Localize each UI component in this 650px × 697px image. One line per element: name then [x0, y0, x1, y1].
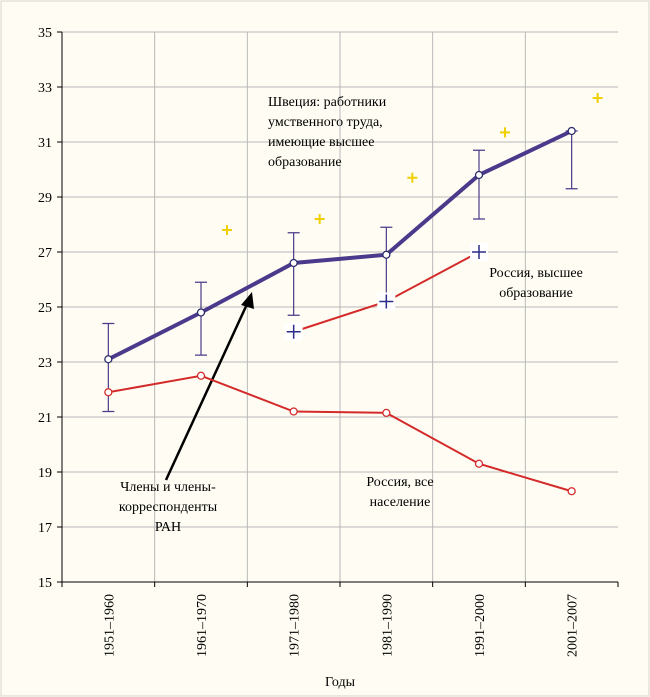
x-tick-label: 1981–1990 [380, 594, 395, 657]
annotation: население [370, 495, 431, 510]
annotation: Члены и члены- [120, 480, 216, 495]
marker [104, 355, 113, 364]
x-tick-label: 1971–1980 [288, 594, 303, 657]
annotation: Швеция: работники [268, 95, 387, 110]
marker [474, 459, 484, 468]
marker [500, 127, 510, 138]
annotation: РАН [155, 520, 181, 535]
x-tick-label: 1951–1960 [102, 594, 117, 657]
y-tick-label: 25 [38, 301, 52, 316]
marker [289, 258, 298, 268]
annotation: образование [499, 286, 573, 301]
error-bar [473, 149, 485, 220]
marker [407, 172, 418, 183]
arrow [164, 301, 250, 481]
marker [289, 407, 298, 416]
x-axis-label: Годы [325, 675, 356, 690]
marker [567, 126, 576, 136]
annotation: корреспонденты [119, 500, 218, 515]
marker [314, 214, 325, 224]
annotation: имеющие высшее [268, 135, 374, 150]
y-tick-label: 19 [38, 466, 52, 481]
marker [196, 371, 206, 380]
series-line [108, 374, 572, 493]
error-bar [102, 322, 115, 413]
marker [592, 93, 603, 103]
marker [472, 245, 486, 259]
marker [474, 170, 484, 180]
marker [222, 225, 232, 235]
marker [567, 487, 576, 496]
series-line [107, 129, 573, 362]
y-tick-label: 21 [38, 411, 52, 426]
y-tick-label: 31 [38, 136, 52, 151]
annotation: умственного труда, [268, 115, 383, 130]
y-tick-label: 27 [38, 246, 52, 261]
annotation: образование [268, 155, 342, 170]
marker [379, 294, 394, 309]
error-bar [195, 281, 207, 356]
marker [382, 408, 391, 418]
annotation: Россия, все [366, 475, 433, 490]
error-bar [287, 232, 300, 316]
x-tick-label: 2001–2007 [566, 594, 581, 657]
y-tick-label: 17 [38, 521, 52, 536]
y-tick-label: 35 [38, 26, 52, 41]
marker [104, 388, 113, 397]
annotation: Россия, высшее [489, 266, 583, 281]
marker [196, 308, 206, 317]
x-tick-label: 1991–2000 [473, 594, 488, 657]
marker [382, 250, 391, 259]
y-tick-label: 23 [38, 356, 52, 371]
y-tick-label: 33 [38, 81, 52, 96]
x-tick-label: 1961–1970 [195, 594, 210, 657]
marker [286, 324, 301, 339]
arrow-head [241, 292, 254, 309]
y-tick-label: 29 [38, 191, 52, 206]
y-tick-label: 15 [38, 576, 52, 591]
